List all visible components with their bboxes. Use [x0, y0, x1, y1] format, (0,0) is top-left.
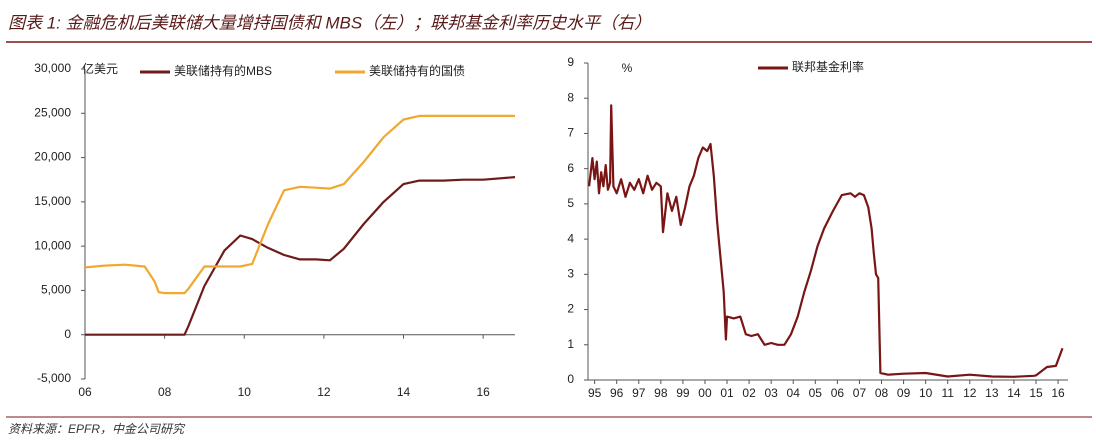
y-axis-unit: 亿美元 — [82, 61, 118, 76]
x-tick-label: 01 — [720, 386, 734, 400]
x-tick-label: 15 — [1029, 386, 1043, 400]
y-axis-unit: % — [622, 61, 633, 75]
x-tick-label: 09 — [897, 386, 911, 400]
x-tick-label: 96 — [610, 386, 624, 400]
x-tick-label: 08 — [875, 386, 889, 400]
x-tick-label: 16 — [1051, 386, 1065, 400]
legend-label: 联邦基金利率 — [792, 59, 864, 74]
x-tick-label: 16 — [476, 385, 490, 399]
x-tick-label: 95 — [588, 386, 602, 400]
y-tick-label: 30,000 — [34, 61, 71, 75]
x-tick-label: 99 — [676, 386, 690, 400]
x-tick-label: 06 — [78, 385, 92, 399]
x-tick-label: 08 — [158, 385, 172, 399]
x-tick-label: 98 — [654, 386, 668, 400]
x-tick-label: 14 — [397, 385, 411, 399]
x-tick-label: 04 — [787, 386, 801, 400]
series-line — [84, 114, 515, 295]
page-title: 图表 1: 金融危机后美联储大量增持国债和 MBS（左）；联邦基金利率历史水平（… — [8, 13, 651, 32]
y-tick-label: 3 — [567, 267, 574, 281]
y-tick-label: 5,000 — [41, 283, 71, 297]
y-tick-label: 25,000 — [34, 105, 71, 119]
y-tick-label: 9 — [567, 55, 574, 69]
x-tick-label: 97 — [632, 386, 646, 400]
legend-label: 美联储持有的国债 — [369, 63, 465, 78]
y-tick-label: 2 — [567, 302, 574, 316]
y-tick-label: 8 — [567, 90, 574, 104]
x-tick-label: 14 — [1007, 386, 1021, 400]
x-tick-label: 02 — [742, 386, 756, 400]
y-tick-label: 5 — [567, 196, 574, 210]
x-tick-label: 10 — [919, 386, 933, 400]
series-line — [85, 176, 516, 336]
x-tick-label: 05 — [809, 386, 823, 400]
x-tick-label: 10 — [238, 385, 252, 399]
x-tick-label: 07 — [853, 386, 867, 400]
y-tick-label: -5,000 — [37, 371, 71, 385]
x-tick-label: 12 — [963, 386, 977, 400]
y-tick-label: 7 — [567, 126, 574, 140]
x-tick-label: 11 — [941, 386, 954, 400]
y-tick-label: 0 — [567, 372, 574, 386]
x-tick-label: 12 — [317, 385, 331, 399]
x-tick-label: 13 — [985, 386, 999, 400]
x-tick-label: 00 — [698, 386, 712, 400]
x-tick-label: 03 — [764, 386, 778, 400]
y-tick-label: 4 — [567, 231, 574, 245]
y-tick-label: 20,000 — [34, 150, 71, 164]
y-tick-label: 0 — [64, 327, 71, 341]
source: 资料来源：EPFR，中金公司研究 — [8, 422, 186, 436]
series-line — [588, 104, 1064, 378]
y-tick-label: 15,000 — [34, 194, 71, 208]
y-tick-label: 6 — [567, 161, 574, 175]
y-tick-label: 10,000 — [34, 238, 71, 252]
legend-label: 美联储持有的MBS — [174, 63, 272, 78]
x-tick-label: 06 — [831, 386, 845, 400]
y-tick-label: 1 — [567, 337, 574, 351]
